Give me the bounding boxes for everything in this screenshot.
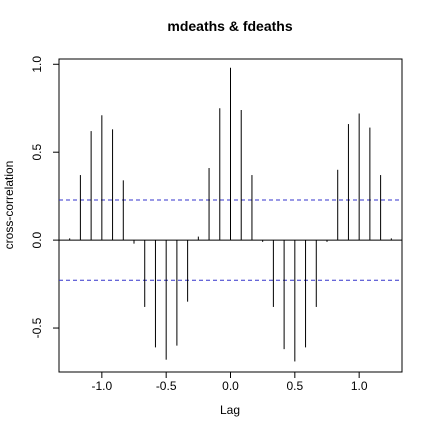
- y-tick-label: 0.5: [30, 144, 44, 161]
- chart-title: mdeaths & fdeaths: [167, 18, 292, 34]
- y-tick-label: 0.0: [30, 231, 44, 248]
- x-tick-label: 0.0: [222, 379, 239, 393]
- plot-area: -1.0 -0.5 0.0 0.5 1.0 -0.5 0.0 0.5 1.0: [30, 56, 403, 393]
- x-tick-label: -0.5: [156, 379, 177, 393]
- y-tick-label: -0.5: [30, 317, 44, 338]
- x-tick-label: -1.0: [91, 379, 112, 393]
- y-axis-label: cross-correlation: [2, 161, 16, 250]
- x-tick-label: 0.5: [286, 379, 303, 393]
- x-axis-label: Lag: [220, 403, 240, 417]
- x-tick-label: 1.0: [351, 379, 368, 393]
- y-tick-label: 1.0: [30, 56, 44, 73]
